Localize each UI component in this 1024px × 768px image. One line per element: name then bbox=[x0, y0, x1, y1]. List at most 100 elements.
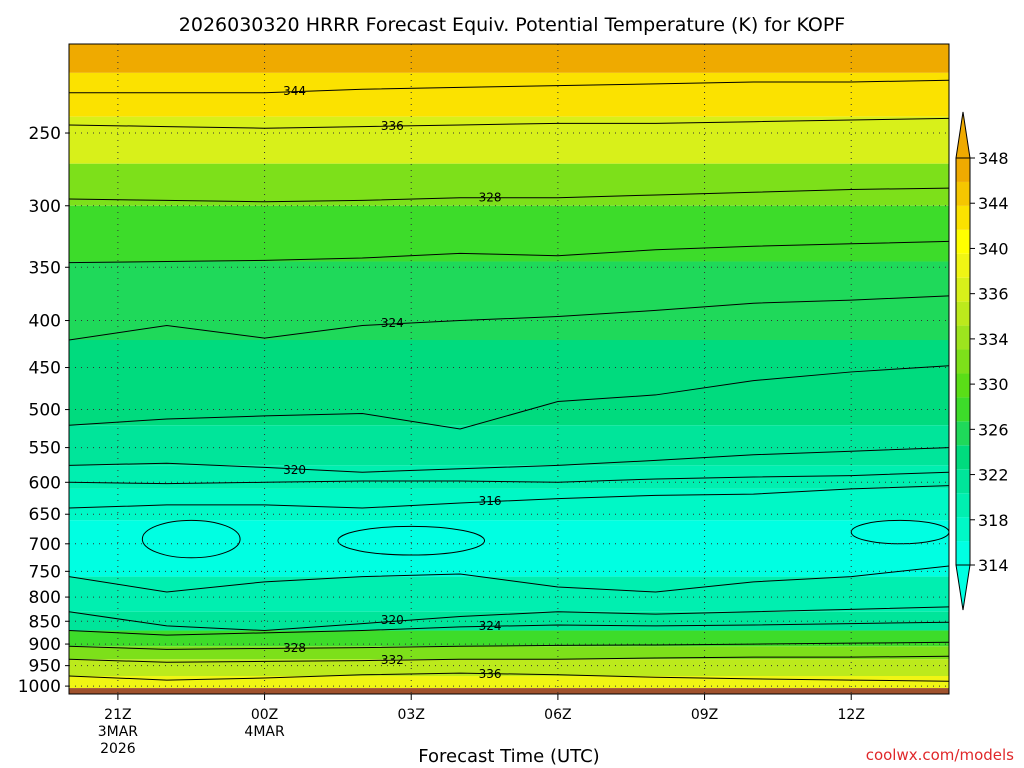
contour-label-328-2: 328 bbox=[479, 191, 502, 205]
colorbar-label-334: 334 bbox=[978, 330, 1009, 349]
contour-lines bbox=[69, 79, 949, 682]
contour-label-328-12: 328 bbox=[283, 641, 306, 655]
field-band-14 bbox=[69, 646, 949, 660]
contour-328-2 bbox=[69, 187, 949, 203]
y-tick-label-300: 300 bbox=[29, 197, 61, 217]
field-band-4 bbox=[69, 205, 949, 262]
contour-336-14 bbox=[69, 672, 949, 682]
contour-label-336-1: 336 bbox=[381, 119, 404, 133]
cold-pocket-1 bbox=[337, 525, 486, 556]
colorbar-swatch-10 bbox=[956, 301, 970, 326]
contour-316-8 bbox=[69, 485, 949, 509]
field-band-5 bbox=[69, 261, 949, 341]
y-tick-label-750: 750 bbox=[29, 562, 61, 582]
plot-frame bbox=[68, 43, 950, 695]
y-tick-label-950: 950 bbox=[29, 657, 61, 677]
x-tick-label-24-0: 00Z bbox=[251, 707, 278, 723]
y-tick-label-250: 250 bbox=[29, 124, 61, 144]
contour-label-320-6: 320 bbox=[283, 463, 306, 477]
colorbar-swatch-7 bbox=[956, 373, 970, 398]
x-tick-label-21-1: 3MAR bbox=[98, 724, 139, 740]
field-band-16 bbox=[69, 675, 949, 689]
field-band-6 bbox=[69, 340, 949, 426]
colorbar-swatch-1 bbox=[956, 517, 970, 542]
y-tick-label-700: 700 bbox=[29, 535, 61, 555]
colorbar-swatch-5 bbox=[956, 421, 970, 446]
colorbar-swatch-16 bbox=[956, 158, 970, 182]
contour-label-320-10: 320 bbox=[381, 613, 404, 627]
y-tick-label-350: 350 bbox=[29, 258, 61, 278]
colorbar-frame bbox=[955, 157, 971, 566]
colorbar-swatch-9 bbox=[956, 325, 970, 350]
contour-label-324-4: 324 bbox=[381, 316, 404, 330]
contour-labels: 344 336 328 324 320 316 320 324 328 332 336 bbox=[283, 84, 501, 681]
colorbar-swatch-3 bbox=[956, 469, 970, 494]
field-band-3 bbox=[69, 163, 949, 206]
field-band-8 bbox=[69, 465, 949, 489]
colorbar-min-arrow bbox=[955, 564, 971, 611]
ground-layer bbox=[69, 688, 949, 694]
field-band-1 bbox=[69, 72, 949, 117]
colorbar-swatch-6 bbox=[956, 397, 970, 422]
y-axis: 250 300 350 400 450 500 550 600 650 700 750 800 850 9… bbox=[18, 124, 69, 697]
x-tick-label-36-0: 12Z bbox=[838, 707, 865, 723]
contour-318-9 bbox=[69, 565, 949, 593]
y-tick-label-650: 650 bbox=[29, 505, 61, 525]
contour-label-324-11: 324 bbox=[479, 619, 502, 633]
contour-320-6 bbox=[69, 447, 949, 473]
colorbar-swatch-11 bbox=[956, 277, 970, 302]
gridlines bbox=[69, 44, 949, 694]
y-tick-label-850: 850 bbox=[29, 612, 61, 632]
contour-label-316-8: 316 bbox=[479, 494, 502, 508]
x-tick-label-33-0: 09Z bbox=[691, 707, 718, 723]
field-band-15 bbox=[69, 659, 949, 676]
x-tick-label-30-0: 06Z bbox=[544, 707, 571, 723]
contour-320-10 bbox=[69, 606, 949, 632]
field-band-13 bbox=[69, 630, 949, 647]
colorbar-swatch-0 bbox=[956, 541, 970, 565]
field-band-11 bbox=[69, 576, 949, 612]
colorbar-swatch-14 bbox=[956, 205, 970, 230]
colorbar: 314 318 322 326 330 334 336 340 344 348 bbox=[955, 111, 1009, 611]
colorbar-label-336: 336 bbox=[978, 285, 1009, 304]
y-tick-label-1000: 1000 bbox=[18, 677, 61, 697]
contour-332-13 bbox=[69, 655, 949, 663]
contour-318-7 bbox=[69, 471, 949, 485]
contour-label-336-14: 336 bbox=[479, 667, 502, 681]
colorbar-swatch-12 bbox=[956, 253, 970, 278]
colorbar-swatch-13 bbox=[956, 229, 970, 254]
contour-label-332-13: 332 bbox=[381, 653, 404, 667]
contour-326-3 bbox=[69, 240, 949, 264]
field-band-0 bbox=[69, 44, 949, 73]
x-tick-label-21-2: 2026 bbox=[100, 741, 136, 757]
colorbar-label-344: 344 bbox=[978, 194, 1009, 213]
colorbar-swatch-4 bbox=[956, 445, 970, 470]
y-tick-label-450: 450 bbox=[29, 359, 61, 379]
y-tick-label-550: 550 bbox=[29, 439, 61, 459]
colorbar-label-326: 326 bbox=[978, 420, 1009, 439]
x-tick-label-24-1: 4MAR bbox=[244, 724, 285, 740]
colorbar-label-340: 340 bbox=[978, 239, 1009, 258]
contour-label-344-0: 344 bbox=[283, 84, 306, 98]
y-tick-label-600: 600 bbox=[29, 473, 61, 493]
credit-text: coolwx.com/models bbox=[866, 746, 1014, 764]
colorbar-label-314: 314 bbox=[978, 556, 1009, 575]
contour-324-4 bbox=[69, 295, 949, 341]
x-tick-label-27-0: 03Z bbox=[398, 707, 425, 723]
shaded-field bbox=[69, 44, 949, 694]
contour-344-0 bbox=[69, 79, 949, 94]
chart-title: 2026030320 HRRR Forecast Equiv. Potentia… bbox=[179, 14, 845, 36]
colorbar-max-arrow bbox=[955, 111, 971, 159]
y-tick-label-400: 400 bbox=[29, 312, 61, 332]
colorbar-label-348: 348 bbox=[978, 149, 1009, 168]
y-tick-label-900: 900 bbox=[29, 635, 61, 655]
colorbar-label-330: 330 bbox=[978, 375, 1009, 394]
contour-328-12 bbox=[69, 641, 949, 650]
colorbar-swatch-8 bbox=[956, 349, 970, 374]
field-band-12 bbox=[69, 611, 949, 631]
x-axis-label: Forecast Time (UTC) bbox=[418, 746, 599, 767]
colorbar-label-322: 322 bbox=[978, 466, 1009, 485]
plot-area: 344 336 328 324 320 316 320 324 328 332 336 bbox=[68, 43, 950, 695]
y-tick-label-500: 500 bbox=[29, 401, 61, 421]
